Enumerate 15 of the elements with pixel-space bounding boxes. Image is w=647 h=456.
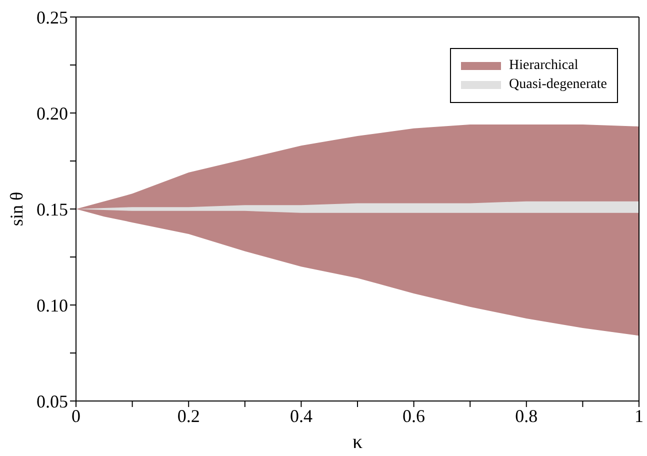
- legend-label: Quasi-degenerate: [509, 77, 607, 93]
- x-tick-label: 0.4: [290, 406, 312, 426]
- x-tick-label: 0.2: [177, 406, 200, 426]
- x-axis-title: κ: [352, 431, 363, 453]
- y-axis-title: sin θ: [6, 192, 26, 226]
- x-tick-label: 0.6: [402, 406, 426, 426]
- y-tick-label: 0.20: [36, 103, 68, 124]
- legend-label: Hierarchical: [509, 58, 578, 74]
- y-tick-label: 0.05: [36, 391, 68, 412]
- y-tick-label: 0.25: [36, 7, 68, 28]
- x-tick-label: 1: [634, 406, 644, 426]
- y-tick-label: 0.10: [36, 295, 68, 316]
- x-tick-label: 0: [72, 406, 80, 426]
- x-tick-label: 0.8: [515, 406, 538, 426]
- y-tick-label: 0.15: [36, 199, 68, 220]
